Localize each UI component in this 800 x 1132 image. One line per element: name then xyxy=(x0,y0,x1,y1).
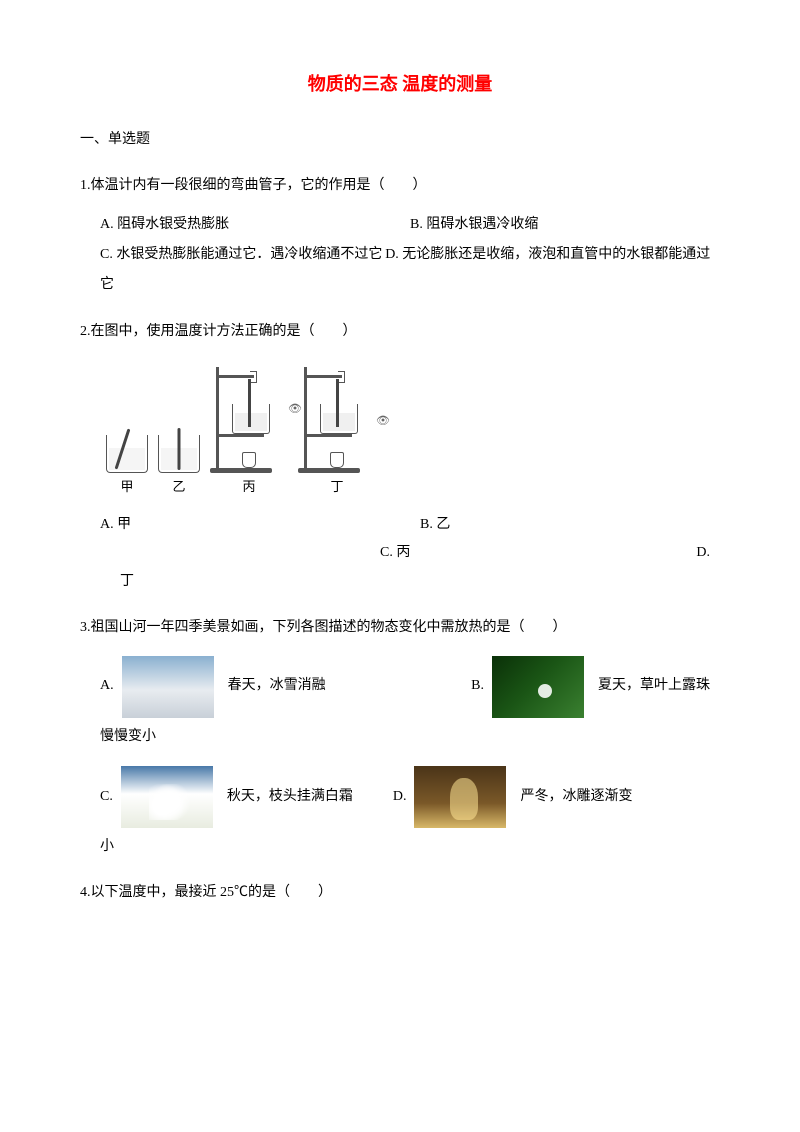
q3-option-a: A. 春天，冰雪消融 xyxy=(100,656,326,718)
q3-text: 3.祖国山河一年四季美景如画，下列各图描述的物态变化中需放热的是（ ） xyxy=(80,617,720,639)
q3-option-b: B. 夏天，草叶上露珠 xyxy=(471,656,720,718)
thumbnail-autumn xyxy=(121,766,213,828)
question-1: 1.体温计内有一段很细的弯曲管子，它的作用是（ ） A. 阻碍水银受热膨胀 B.… xyxy=(80,175,720,297)
q4-text: 4.以下温度中，最接近 25℃的是（ ） xyxy=(80,882,720,904)
section-heading: 一、单选题 xyxy=(80,129,720,151)
q1-option-b: B. 阻碍水银遇冷收缩 xyxy=(410,214,720,236)
question-4: 4.以下温度中，最接近 25℃的是（ ） xyxy=(80,882,720,904)
label-jia: 甲 xyxy=(120,477,133,498)
thumbnail-summer xyxy=(492,656,584,718)
label-yi: 乙 xyxy=(172,477,185,498)
label-ding: 丁 xyxy=(330,477,343,498)
q3-option-d: D. 严冬，冰雕逐渐变 xyxy=(393,766,633,828)
q1-option-d: D. 无论膨胀还是收缩，液泡和直管中的水银都能通过 xyxy=(385,244,720,266)
thumbnail-spring xyxy=(122,656,214,718)
q2-text: 2.在图中，使用温度计方法正确的是（ ） xyxy=(80,321,720,343)
question-3: 3.祖国山河一年四季美景如画，下列各图描述的物态变化中需放热的是（ ） A. 春… xyxy=(80,617,720,858)
q3-d-cont: 小 xyxy=(80,836,720,858)
q3-d-text: 严冬，冰雕逐渐变 xyxy=(520,786,632,808)
q2-option-d-cont: 丁 xyxy=(100,571,720,593)
q2-option-b: B. 乙 xyxy=(420,514,450,536)
q1-text: 1.体温计内有一段很细的弯曲管子，它的作用是（ ） xyxy=(80,175,720,197)
q3-d-letter: D. xyxy=(393,786,407,808)
q1-option-c: C. 水银受热膨胀能通过它．遇冷收缩通不过它 xyxy=(100,244,385,266)
q1-option-a: A. 阻碍水银受热膨胀 xyxy=(100,214,410,236)
q3-b-letter: B. xyxy=(471,675,484,697)
q3-option-c: C. 秋天，枝头挂满白霜 xyxy=(100,766,353,828)
q2-option-d: D. xyxy=(410,542,720,570)
page-title: 物质的三态 温度的测量 xyxy=(80,70,720,99)
q3-c-letter: C. xyxy=(100,786,113,808)
q2-option-c: C. 丙 xyxy=(100,542,410,564)
diagram-yi: 乙 xyxy=(158,435,200,498)
label-bing: 丙 xyxy=(242,477,255,498)
q1-option-d-cont: 它 xyxy=(100,274,720,296)
q2-diagram: 甲 乙 👁 丙 xyxy=(100,359,720,504)
q3-b-text: 夏天，草叶上露珠 xyxy=(598,675,710,697)
q2-option-a: A. 甲 xyxy=(100,514,420,536)
diagram-jia: 甲 xyxy=(106,435,148,498)
eye-icon: 👁 xyxy=(376,413,390,431)
q3-a-text: 春天，冰雪消融 xyxy=(228,675,326,697)
q3-c-text: 秋天，枝头挂满白霜 xyxy=(227,786,353,808)
question-2: 2.在图中，使用温度计方法正确的是（ ） 甲 乙 xyxy=(80,321,720,593)
q3-b-cont: 慢慢变小 xyxy=(80,726,720,748)
diagram-ding: 👁 丁 xyxy=(298,365,376,498)
q3-a-letter: A. xyxy=(100,675,114,697)
diagram-bing: 👁 丙 xyxy=(210,365,288,498)
thumbnail-winter xyxy=(414,766,506,828)
